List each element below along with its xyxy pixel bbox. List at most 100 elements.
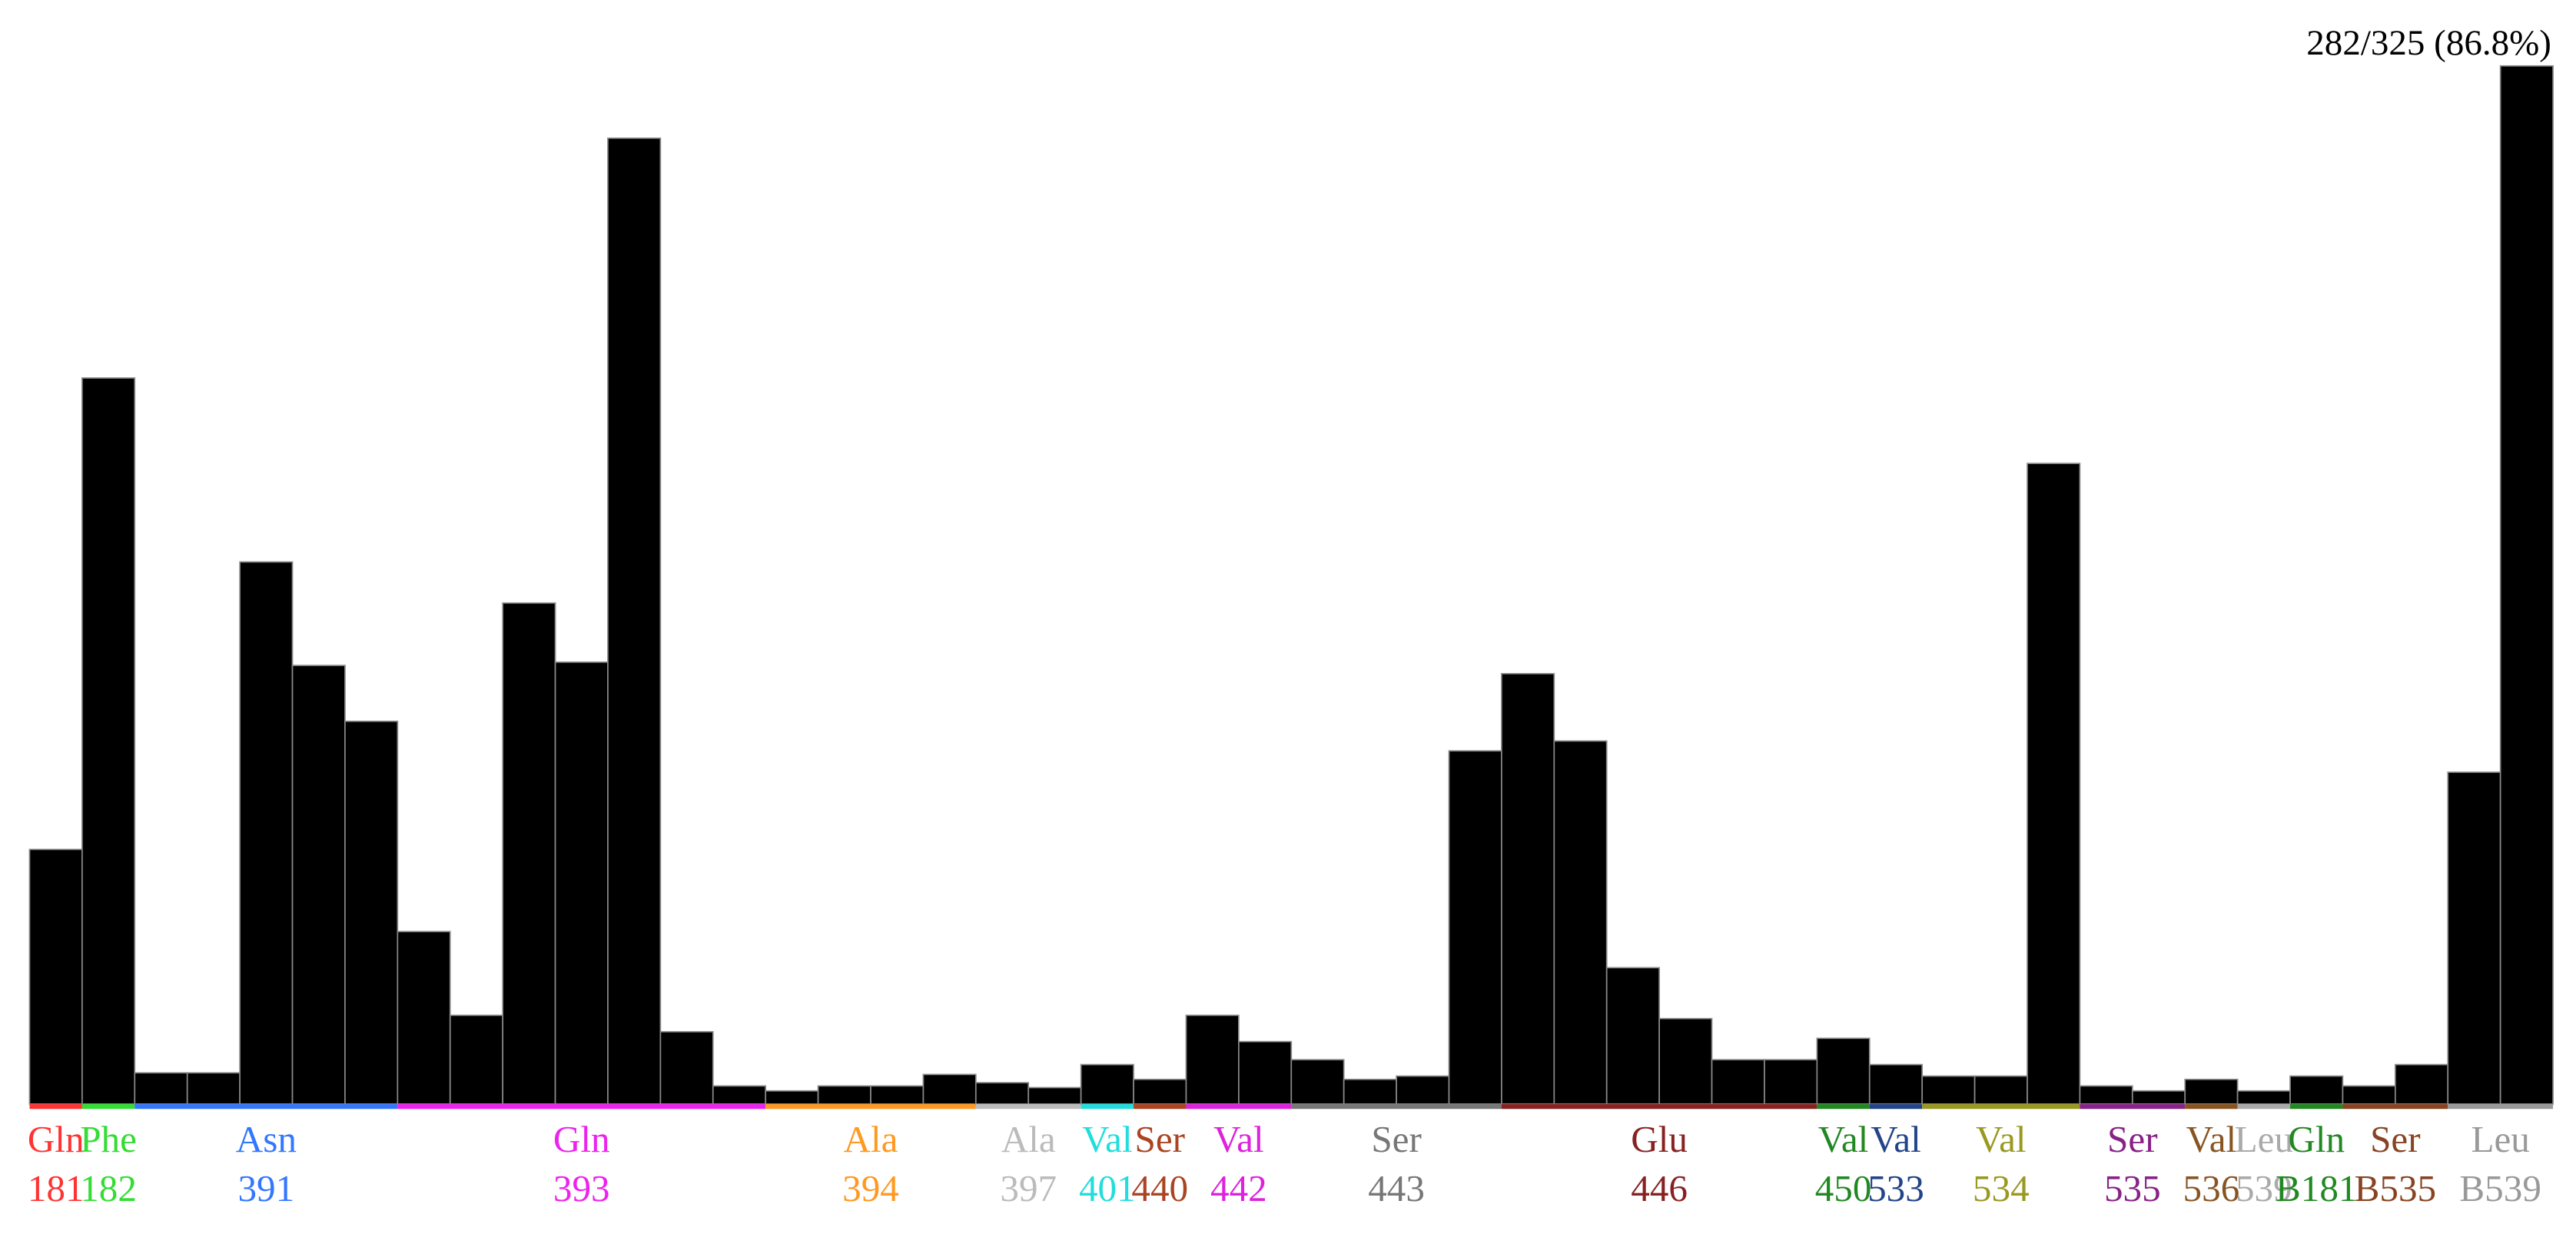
bar	[2131, 1090, 2186, 1105]
bar	[1343, 1078, 1397, 1105]
residue-number: 536	[2183, 1167, 2240, 1209]
bar	[2447, 771, 2501, 1105]
bar	[2236, 1090, 2291, 1105]
residue-name: Val	[1871, 1118, 1921, 1160]
bar	[1133, 1078, 1187, 1105]
residue-name: Ala	[1001, 1118, 1056, 1160]
residue-underline	[397, 1103, 766, 1110]
bar	[1290, 1059, 1345, 1105]
residue-name: Val	[1818, 1118, 1869, 1160]
bar	[291, 665, 346, 1105]
bar	[607, 137, 662, 1105]
residue-name: Gln	[2288, 1118, 2345, 1160]
residue-underline	[1922, 1103, 2080, 1110]
residue-underline	[2290, 1103, 2343, 1110]
residue-number: 539	[2236, 1167, 2292, 1209]
bar	[28, 848, 83, 1105]
residue-number: 181	[28, 1167, 85, 1209]
bar	[2394, 1063, 2449, 1105]
residue-name: Ser	[2370, 1118, 2421, 1160]
bar	[817, 1085, 871, 1105]
bar	[1501, 672, 1555, 1105]
residue-number: 450	[1815, 1167, 1872, 1209]
residue-number: B181	[2276, 1167, 2358, 1209]
bar	[765, 1090, 819, 1105]
bar	[1448, 750, 1502, 1105]
residue-number: 394	[842, 1167, 899, 1209]
residue-name: Val	[1213, 1118, 1264, 1160]
residue-number: 446	[1631, 1167, 1688, 1209]
residue-number: 443	[1368, 1167, 1425, 1209]
residue-underline	[81, 1103, 135, 1110]
residue-name: Ala	[844, 1118, 898, 1160]
residue-name: Val	[1082, 1118, 1133, 1160]
residue-underline	[1186, 1103, 1292, 1110]
residue-number: 535	[2104, 1167, 2161, 1209]
bar	[186, 1072, 241, 1105]
annotation: 282/325 (86.8%)	[2306, 23, 2551, 63]
bar	[554, 661, 609, 1105]
bar	[2079, 1085, 2133, 1105]
bar	[712, 1085, 767, 1105]
bar	[1711, 1059, 1765, 1105]
bar	[1816, 1037, 1871, 1105]
residue-underline	[2448, 1103, 2554, 1110]
residue-name: Phe	[80, 1118, 137, 1160]
bar	[974, 1082, 1030, 1105]
bar	[2289, 1075, 2344, 1105]
residue-underline	[975, 1103, 1081, 1110]
bar	[397, 930, 451, 1105]
residue-underline	[1869, 1103, 1923, 1110]
residue-underline	[1817, 1103, 1870, 1110]
residue-underline	[2080, 1103, 2186, 1110]
residue-underline	[1134, 1103, 1187, 1110]
bar	[1080, 1063, 1134, 1105]
residue-number: B539	[2459, 1167, 2541, 1209]
residue-name: Val	[1976, 1118, 2027, 1160]
bar	[1396, 1075, 1450, 1105]
residue-number: 533	[1867, 1167, 1924, 1209]
residue-name: Ser	[1371, 1118, 1422, 1160]
residue-number: B535	[2355, 1167, 2437, 1209]
residue-name: Ser	[2107, 1118, 2158, 1160]
residue-name: Gln	[553, 1118, 610, 1160]
residue-underline	[29, 1103, 82, 1110]
bar	[2342, 1085, 2396, 1105]
residue-underline	[134, 1103, 398, 1110]
residue-name: Glu	[1631, 1118, 1688, 1160]
bar	[2499, 65, 2554, 1105]
bar	[1605, 967, 1660, 1105]
bar	[659, 1030, 714, 1105]
bar	[1764, 1059, 1818, 1105]
residue-number: 393	[553, 1167, 610, 1209]
residue-number: 401	[1079, 1167, 1136, 1209]
residue-number: 534	[1973, 1167, 2030, 1209]
bar	[1658, 1017, 1713, 1105]
bar	[1973, 1075, 2028, 1105]
bar	[1027, 1086, 1082, 1105]
residue-name: Val	[2186, 1118, 2237, 1160]
bar	[870, 1085, 925, 1105]
bar	[1868, 1063, 1924, 1105]
residue-underline	[2185, 1103, 2238, 1110]
residue-name: Ser	[1134, 1118, 1185, 1160]
bar	[449, 1014, 504, 1105]
bar	[1238, 1040, 1293, 1105]
residue-number: 397	[1000, 1167, 1057, 1209]
bar	[239, 561, 294, 1105]
residue-underline	[2237, 1103, 2291, 1110]
residue-number: 391	[237, 1167, 294, 1209]
bar	[502, 602, 556, 1105]
bar	[2027, 463, 2081, 1105]
residue-underline	[765, 1103, 976, 1110]
residue-name: Leu	[2235, 1118, 2293, 1160]
residue-number: 182	[80, 1167, 137, 1209]
bar	[922, 1073, 977, 1105]
residue-number: 442	[1210, 1167, 1267, 1209]
residue-underline	[2342, 1103, 2448, 1110]
residue-underline	[1291, 1103, 1502, 1110]
residue-name: Leu	[2471, 1118, 2529, 1160]
bar	[2184, 1078, 2239, 1105]
